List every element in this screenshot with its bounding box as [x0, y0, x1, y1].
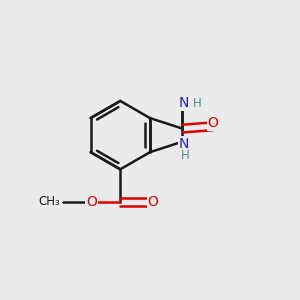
Text: O: O	[208, 116, 218, 130]
Text: O: O	[86, 195, 97, 209]
Text: N: N	[179, 137, 189, 151]
Text: O: O	[148, 195, 158, 209]
Text: H: H	[193, 97, 202, 110]
Text: H: H	[181, 148, 190, 161]
Text: N: N	[179, 96, 189, 110]
Text: CH₃: CH₃	[38, 195, 60, 208]
